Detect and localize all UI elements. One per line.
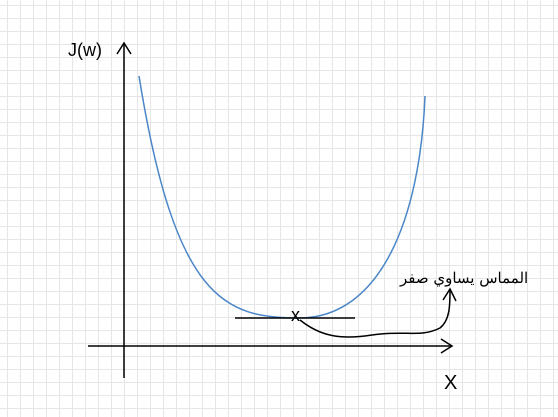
x-axis-arrowhead: [440, 338, 454, 354]
x-axis-label: X: [444, 372, 458, 394]
annotation-arrowhead: [442, 287, 457, 302]
y-axis-label: J(w): [68, 40, 102, 60]
minimum-point-marker: x: [291, 305, 300, 325]
tangent-annotation-label: المماس يساوي صفر: [400, 269, 529, 287]
annotation-arrow: [299, 289, 451, 338]
cost-curve: [138, 75, 426, 319]
y-axis-arrowhead: [116, 41, 132, 55]
